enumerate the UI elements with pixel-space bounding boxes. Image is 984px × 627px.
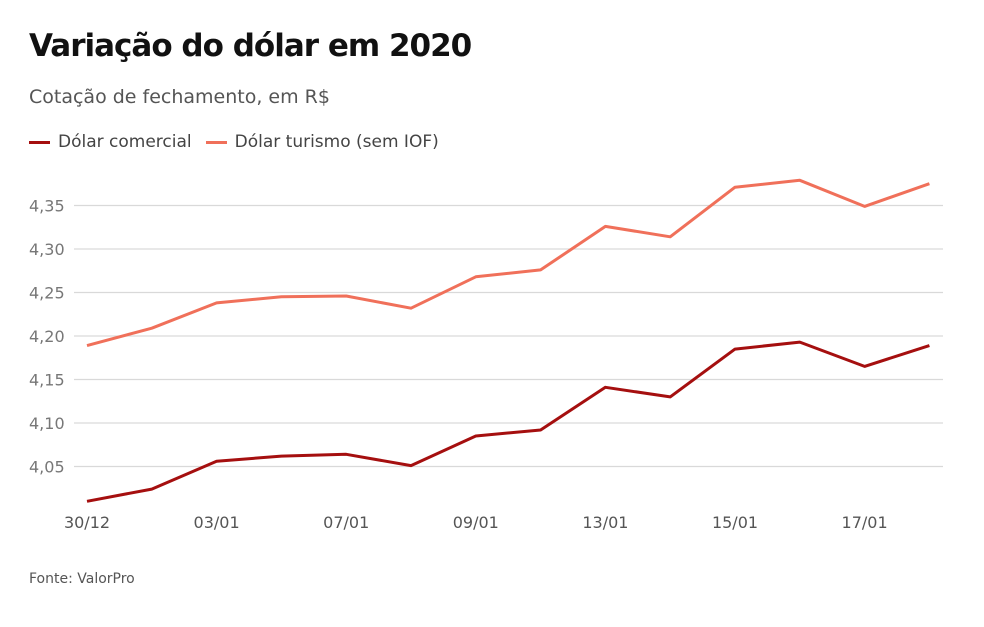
x-tick-label: 13/01 xyxy=(582,513,628,532)
series-lines xyxy=(86,178,930,503)
x-tick-label: 17/01 xyxy=(842,513,888,532)
legend: Dólar comercial Dólar turismo (sem IOF) xyxy=(29,132,453,152)
x-tick-label: 15/01 xyxy=(712,513,758,532)
x-axis-ticks: 30/12 03/01 07/01 09/01 13/01 15/01 17/01 xyxy=(64,513,888,532)
y-tick-label: 4,05 xyxy=(29,458,65,477)
series-line-comercial xyxy=(86,340,930,503)
legend-swatch-turismo xyxy=(205,140,227,144)
y-axis-ticks: 4,05 4,10 4,15 4,20 4,25 4,30 4,35 xyxy=(29,197,65,477)
series-line-turismo xyxy=(86,178,930,348)
y-tick-label: 4,35 xyxy=(29,197,65,216)
y-tick-label: 4,25 xyxy=(29,284,65,303)
x-tick-label: 03/01 xyxy=(194,513,240,532)
legend-label-turismo: Dólar turismo (sem IOF) xyxy=(234,132,439,152)
chart-subtitle: Cotação de fechamento, em R$ xyxy=(29,86,330,108)
legend-swatch-comercial xyxy=(29,140,50,144)
x-tick-label: 09/01 xyxy=(453,513,499,532)
y-tick-label: 4,20 xyxy=(29,327,65,346)
gridlines xyxy=(74,204,943,468)
legend-label-comercial: Dólar comercial xyxy=(58,132,192,152)
legend-item-turismo: Dólar turismo (sem IOF) xyxy=(205,132,439,152)
y-tick-label: 4,10 xyxy=(29,414,65,433)
source-note: Fonte: ValorPro xyxy=(29,571,135,587)
x-tick-label: 07/01 xyxy=(323,513,369,532)
chart-title: Variação do dólar em 2020 xyxy=(29,28,472,64)
y-tick-label: 4,15 xyxy=(29,371,65,390)
y-tick-label: 4,30 xyxy=(29,240,65,259)
x-tick-label: 30/12 xyxy=(64,513,110,532)
legend-item-comercial: Dólar comercial xyxy=(29,132,192,152)
